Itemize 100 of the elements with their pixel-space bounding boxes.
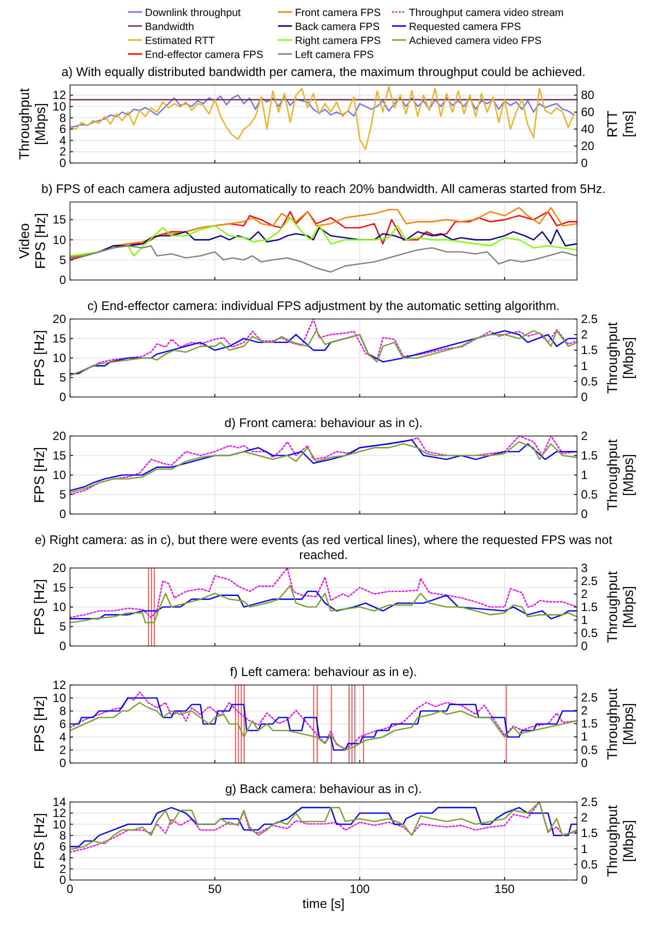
line-series: [69, 217, 578, 257]
line-series: [69, 245, 578, 273]
chart-title: e) Right camera: as in c), but there were events (as red vertical lines), where the requested FPS was not reached.: [34, 533, 613, 562]
y2-tick-label: 0: [581, 390, 588, 404]
y2-tick-label: 2: [581, 703, 588, 718]
y-tick-label: 10: [52, 232, 66, 247]
legend-label: Throughput camera video stream: [409, 7, 564, 19]
x-tick-label: 50: [208, 882, 222, 896]
y-axis-title: FPS [Hz]: [31, 578, 47, 636]
y-tick-label: 10: [52, 468, 66, 482]
y2-tick-label: 0.5: [581, 857, 598, 872]
y-tick-label: 2: [59, 144, 66, 159]
y-tick-label: 0: [59, 156, 66, 170]
line-series: [69, 94, 575, 128]
y2-tick-label: 0: [581, 156, 588, 170]
y2-tick-label: 1.5: [581, 716, 598, 731]
y2-axis-title: Throughput [Mbps]: [604, 571, 636, 643]
y2-tick-label: 1: [581, 730, 588, 744]
y2-axis-title: Throughput [Mbps]: [604, 439, 636, 511]
y-tick-label: 10: [52, 691, 66, 705]
y-tick-label: 5: [59, 620, 66, 634]
y-axis-title: FPS [Hz]: [31, 696, 47, 752]
y-tick-label: 5: [59, 370, 66, 384]
y2-tick-label: 1.5: [581, 600, 598, 614]
y-tick-label: 20: [52, 561, 66, 575]
y-axis-title: FPS [Hz]: [31, 330, 47, 386]
y2-tick-label: 60: [581, 105, 595, 120]
y-tick-label: 0: [59, 873, 66, 887]
y-tick-label: 15: [52, 580, 66, 594]
legend-label: Front camera FPS: [295, 7, 381, 19]
legend-label: Requested camera FPS: [409, 21, 522, 33]
y2-tick-label: 0: [581, 639, 588, 653]
y-tick-label: 0: [59, 756, 66, 770]
y2-tick-label: 2: [581, 810, 588, 825]
y-tick-label: 20: [52, 429, 66, 443]
y2-tick-label: 2: [581, 587, 588, 601]
y2-tick-label: 1: [581, 358, 588, 373]
line-series: [69, 567, 578, 618]
chart-title: g) Back camera: behaviour as in c).: [225, 782, 422, 796]
y2-tick-label: 1: [581, 842, 588, 856]
y-tick-label: 20: [52, 312, 66, 326]
y2-tick-label: 2.5: [581, 574, 598, 588]
y-tick-label: 0: [59, 273, 66, 287]
y-tick-label: 15: [52, 212, 66, 227]
legend-label: Achieved camera video FPS: [409, 35, 542, 47]
x-axis-title: time [s]: [302, 896, 344, 911]
y-tick-label: 4: [59, 730, 66, 744]
x-tick-label: 150: [494, 882, 515, 896]
line-series: [69, 86, 575, 150]
legend-label: Estimated RTT: [145, 35, 216, 47]
line-series: [69, 584, 578, 624]
y-tick-label: 0: [59, 639, 66, 653]
chart-title: a) With equally distributed bandwidth per camera, the maximum throughput could be achieved.: [62, 65, 586, 79]
y-tick-label: 15: [52, 448, 66, 462]
y2-tick-label: 2: [581, 429, 588, 443]
chart-title: b) FPS of each camera adjusted automatically to reach 20% bandwidth. All cameras started from 5Hz.: [41, 182, 606, 196]
legend-label: Left camera FPS: [295, 49, 374, 61]
y2-tick-label: 0.5: [581, 488, 598, 502]
y2-tick-label: 1.5: [581, 343, 598, 358]
legend-label: Back camera FPS: [295, 21, 380, 33]
y-axis-title: FPS [Hz]: [31, 812, 47, 870]
y2-tick-label: 40: [581, 122, 595, 136]
y-tick-label: 5: [59, 252, 66, 267]
y-tick-label: 12: [52, 678, 66, 692]
line-series: [69, 590, 578, 620]
y2-tick-label: 1: [581, 468, 588, 482]
y2-tick-label: 0.5: [581, 742, 598, 757]
y-tick-label: 2: [59, 743, 66, 757]
y2-tick-label: 0.5: [581, 374, 598, 388]
y2-tick-label: 0.5: [581, 626, 598, 640]
legend-label: Right camera FPS: [295, 35, 381, 47]
y2-axis-title: Throughput [Mbps]: [604, 322, 636, 394]
legend-label: End-effector camera FPS: [145, 49, 264, 61]
y2-tick-label: 2.5: [581, 795, 598, 809]
y2-axis-title: Throughput [Mbps]: [604, 688, 636, 760]
legend-label: Bandwidth: [145, 21, 194, 33]
y2-tick-label: 1: [581, 613, 588, 627]
y-tick-label: 8: [59, 704, 66, 718]
y-tick-label: 6: [59, 717, 66, 731]
legend-label: Downlink throughput: [145, 7, 241, 19]
y-tick-label: 0: [59, 390, 66, 404]
chart-title: d) Front camera: behaviour as in c).: [224, 416, 422, 430]
y-axis-title: FPS [Hz]: [31, 446, 47, 504]
y-tick-label: 0: [59, 507, 66, 521]
y2-axis-title: Throughput [Mbps]: [604, 805, 636, 877]
y-tick-label: 14: [52, 795, 66, 809]
y2-axis-title: RTT [ms]: [604, 110, 636, 138]
y2-tick-label: 0: [581, 873, 588, 887]
chart-title: c) End-effector camera: individual FPS adjustment by the automatic setting algorithm.: [87, 299, 560, 313]
y2-tick-label: 2.5: [581, 312, 598, 326]
y2-tick-label: 2.5: [581, 690, 598, 704]
y2-tick-label: 0: [581, 507, 588, 521]
y2-tick-label: 1.5: [581, 448, 598, 462]
chart-title: f) Left camera: behaviour as in e).: [230, 665, 417, 679]
y-tick-label: 10: [52, 351, 66, 365]
y-tick-label: 10: [52, 600, 66, 614]
y2-tick-label: 80: [581, 88, 595, 102]
x-tick-label: 100: [350, 882, 370, 896]
y-axis-title: Throughput [Mbps]: [16, 88, 48, 160]
y2-tick-label: 1.5: [581, 826, 598, 840]
